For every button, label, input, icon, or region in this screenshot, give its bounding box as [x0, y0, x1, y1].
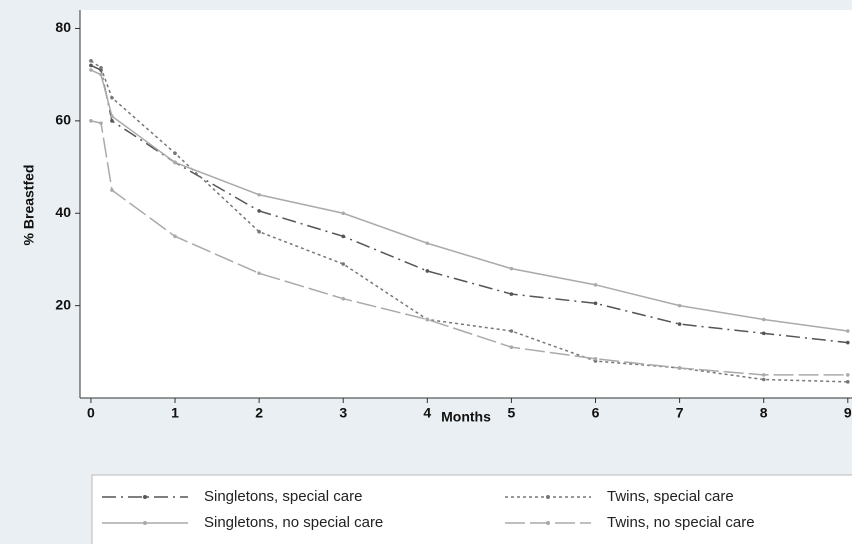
plot-area — [80, 10, 852, 398]
legend-label: Twins, no special care — [607, 514, 755, 531]
series-line — [90, 60, 848, 383]
x-tick-label: 9 — [844, 405, 852, 421]
point — [110, 119, 114, 123]
legend-marker — [143, 521, 147, 525]
series-line — [90, 69, 848, 332]
point — [845, 329, 850, 333]
x-tick-label: 1 — [171, 405, 179, 421]
point — [110, 114, 114, 119]
series-line — [90, 64, 848, 344]
legend-box — [91, 474, 852, 544]
point — [173, 160, 177, 165]
legend-label: Twins, special care — [607, 488, 734, 505]
x-tick-label: 0 — [87, 405, 95, 421]
point — [173, 151, 177, 155]
point — [761, 373, 766, 377]
point — [509, 329, 514, 333]
point — [341, 211, 346, 216]
point — [593, 356, 598, 361]
y-tick-label: 80 — [55, 19, 71, 35]
point — [509, 345, 514, 349]
point — [89, 119, 93, 123]
legend-label: Singletons, special care — [204, 488, 362, 505]
point — [509, 266, 514, 271]
point — [677, 322, 682, 326]
y-axis-title: % Breastfed — [21, 165, 37, 246]
point — [257, 209, 261, 213]
point — [89, 59, 93, 63]
point — [425, 241, 430, 246]
point — [89, 63, 93, 68]
x-tick-label: 3 — [339, 405, 347, 421]
y-tick-label: 60 — [55, 112, 71, 128]
point — [845, 380, 850, 384]
point — [341, 296, 346, 301]
point — [99, 121, 103, 125]
x-tick-label: 2 — [255, 405, 263, 421]
point — [677, 366, 682, 370]
x-axis-title: Months — [441, 409, 491, 425]
legend-marker — [143, 495, 147, 499]
x-tick-label: 6 — [592, 405, 600, 421]
point — [257, 192, 261, 197]
point — [761, 331, 766, 336]
point — [110, 188, 114, 192]
y-tick-label: 40 — [55, 204, 71, 220]
point — [593, 283, 598, 287]
point — [761, 317, 766, 322]
point — [509, 292, 514, 296]
point — [425, 317, 430, 322]
point — [99, 65, 103, 70]
y-tick-label: 20 — [55, 296, 71, 312]
point — [341, 234, 346, 239]
point — [257, 229, 261, 234]
point — [677, 303, 682, 308]
point — [173, 234, 177, 239]
point — [845, 340, 850, 345]
x-tick-label: 7 — [676, 405, 684, 421]
legend-marker — [546, 521, 550, 525]
point — [99, 72, 103, 77]
point — [845, 373, 850, 377]
point — [341, 262, 346, 266]
point — [761, 377, 766, 382]
point — [257, 271, 261, 276]
x-tick-label: 8 — [760, 405, 768, 421]
series-line — [90, 120, 848, 376]
point — [110, 95, 114, 100]
legend-marker — [546, 495, 550, 499]
point — [89, 68, 93, 72]
legend-label: Singletons, no special care — [204, 514, 383, 531]
x-tick-label: 4 — [423, 405, 431, 421]
point — [593, 301, 598, 306]
point — [425, 269, 430, 273]
x-tick-label: 5 — [508, 405, 516, 421]
